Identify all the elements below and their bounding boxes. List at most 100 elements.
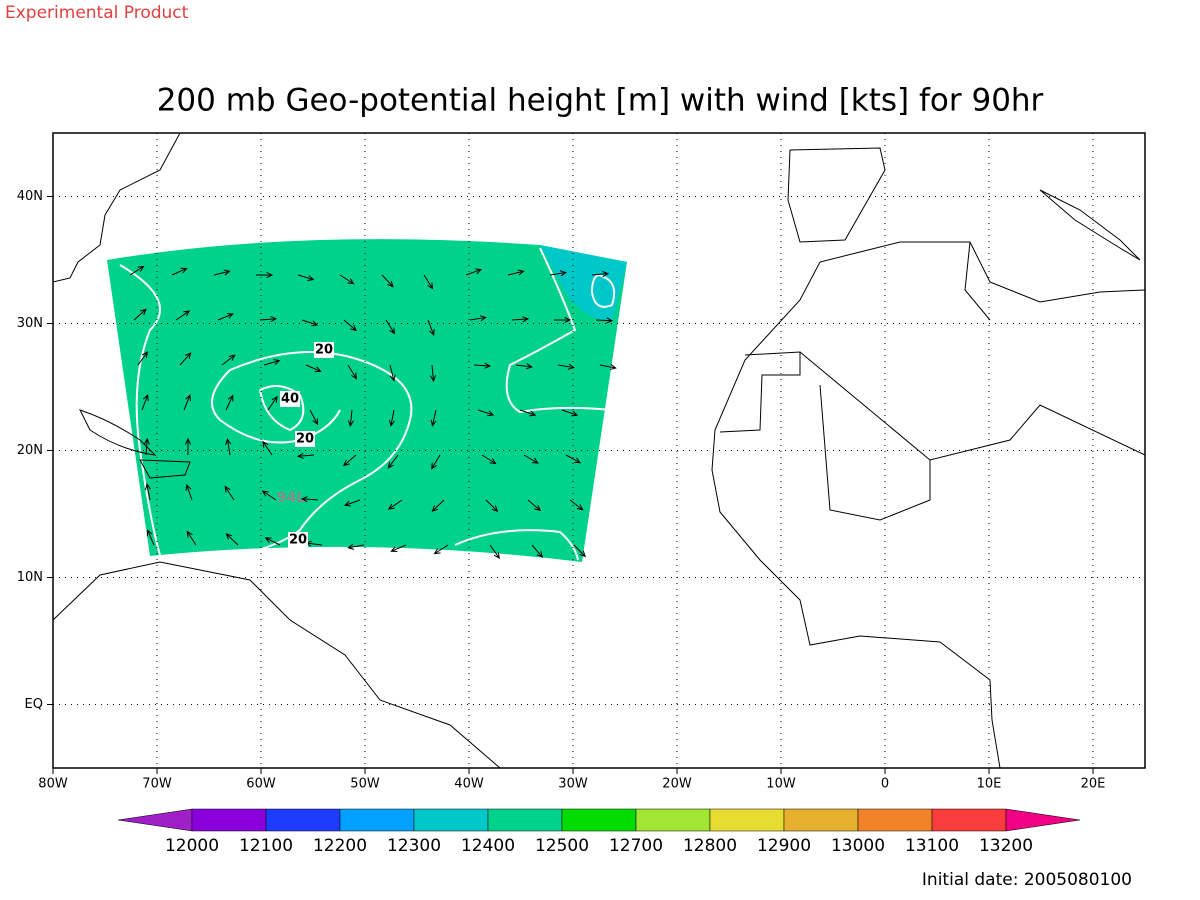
shaded-field — [107, 239, 627, 562]
lat-label: 30N — [17, 316, 43, 331]
wind-arrows — [129, 265, 617, 559]
lon-label: 20E — [1081, 777, 1106, 792]
colorbar-swatch — [561, 808, 637, 832]
colorbar-swatch — [1005, 808, 1081, 832]
border — [719, 351, 801, 433]
lon-label: 0 — [881, 777, 889, 792]
wind-arrow — [553, 316, 572, 324]
wind-arrow — [573, 544, 586, 558]
wind-arrow — [225, 438, 232, 456]
wind-arrow — [263, 359, 281, 366]
colorbar-label: 12700 — [609, 836, 663, 856]
colorbar-label: 12300 — [387, 836, 441, 856]
wind-arrow — [264, 537, 281, 546]
wind-arrow — [213, 269, 231, 276]
product-label: Experimental Product — [5, 3, 189, 23]
storm-label: 94L — [277, 490, 305, 506]
wind-arrow — [477, 409, 495, 417]
contour-line — [119, 264, 161, 556]
colorbar-label: 13000 — [831, 836, 885, 856]
colorbar-swatch — [339, 808, 415, 832]
wind-arrow — [549, 270, 567, 277]
wind-arrow — [389, 364, 396, 382]
wind-arrow — [433, 544, 449, 555]
wind-arrow — [185, 483, 193, 501]
wind-arrow — [427, 319, 435, 337]
shaded-field-high — [540, 245, 627, 322]
wind-arrow — [225, 394, 234, 411]
wind-arrow — [186, 530, 197, 546]
wind-arrow — [296, 452, 315, 459]
lat-label: 40N — [17, 189, 43, 204]
wind-arrow — [143, 437, 150, 456]
border — [964, 241, 991, 321]
colorbar-swatch — [487, 808, 563, 832]
wind-arrow — [343, 499, 361, 507]
wind-arrow — [221, 354, 236, 366]
lon-label: 20W — [662, 777, 692, 792]
colorbar-label: 12800 — [683, 836, 737, 856]
border — [799, 351, 1146, 461]
wind-arrow — [531, 544, 544, 559]
wind-arrow — [381, 274, 394, 288]
wind-arrow — [129, 265, 145, 276]
lon-label: 70W — [142, 777, 172, 792]
colorbar-label: 12400 — [461, 836, 515, 856]
wind-arrow — [301, 319, 319, 327]
colorbar-label: 12900 — [757, 836, 811, 856]
colorbar-swatch — [931, 808, 1007, 832]
wind-arrow — [469, 315, 487, 322]
lon-label: 40W — [454, 777, 484, 792]
wind-arrow — [224, 485, 235, 501]
wind-arrow — [141, 393, 149, 411]
contour-label: 20 — [289, 533, 307, 548]
wind-arrow — [262, 440, 273, 456]
contour-label-bg — [288, 532, 308, 548]
wind-arrow — [473, 362, 492, 369]
wind-arrow — [347, 409, 354, 428]
lon-label: 80W — [38, 777, 68, 792]
wind-arrow — [300, 496, 319, 503]
colorbar-swatch — [783, 808, 859, 832]
coast-hispaniola — [139, 459, 191, 479]
wind-arrow — [481, 454, 497, 465]
wind-arrow — [489, 544, 500, 559]
contour-line — [211, 369, 341, 444]
wind-arrow — [561, 409, 579, 417]
wind-arrow — [343, 319, 357, 332]
wind-arrow — [387, 454, 399, 469]
wind-arrow — [259, 316, 278, 323]
contour-label-bg — [295, 431, 315, 447]
colorbar-swatch — [265, 808, 341, 832]
colorbar-swatch — [191, 808, 267, 832]
colorbar-swatch — [857, 808, 933, 832]
coast-iberia — [787, 147, 886, 243]
wind-arrow — [144, 483, 151, 501]
lat-label: 10N — [17, 570, 43, 585]
wind-arrow — [261, 490, 277, 501]
colorbar-swatch — [413, 808, 489, 832]
wind-arrow — [343, 454, 357, 467]
wind-arrow — [599, 364, 617, 371]
colorbar-label: 12500 — [535, 836, 589, 856]
wind-arrow — [485, 499, 499, 513]
wind-arrow — [137, 351, 149, 366]
coast-north-america — [52, 132, 181, 283]
wind-arrow — [297, 274, 315, 281]
wind-arrow — [511, 316, 530, 323]
wind-arrow — [388, 409, 395, 427]
wind-arrow — [519, 409, 537, 417]
border — [819, 384, 931, 521]
lon-label: 30W — [558, 777, 588, 792]
wind-arrow — [175, 310, 191, 321]
contour-label: 40 — [281, 392, 299, 407]
wind-arrow — [527, 499, 542, 512]
lat-label: EQ — [25, 697, 43, 712]
contour-label-bg — [280, 391, 300, 407]
wind-arrow — [523, 454, 539, 464]
wind-arrow — [431, 454, 441, 470]
contour-line — [505, 247, 611, 414]
contour-line — [259, 385, 305, 432]
wind-arrow — [387, 499, 403, 510]
wind-arrow — [184, 437, 192, 456]
